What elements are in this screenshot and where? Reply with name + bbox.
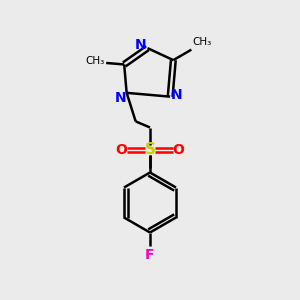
Text: S: S [145,142,155,158]
Text: CH₃: CH₃ [85,56,105,67]
Text: N: N [171,88,183,102]
Text: N: N [135,38,147,52]
Text: CH₃: CH₃ [193,37,212,47]
Text: O: O [116,143,128,157]
Text: N: N [115,91,127,105]
Text: O: O [172,143,184,157]
Text: F: F [145,248,155,262]
